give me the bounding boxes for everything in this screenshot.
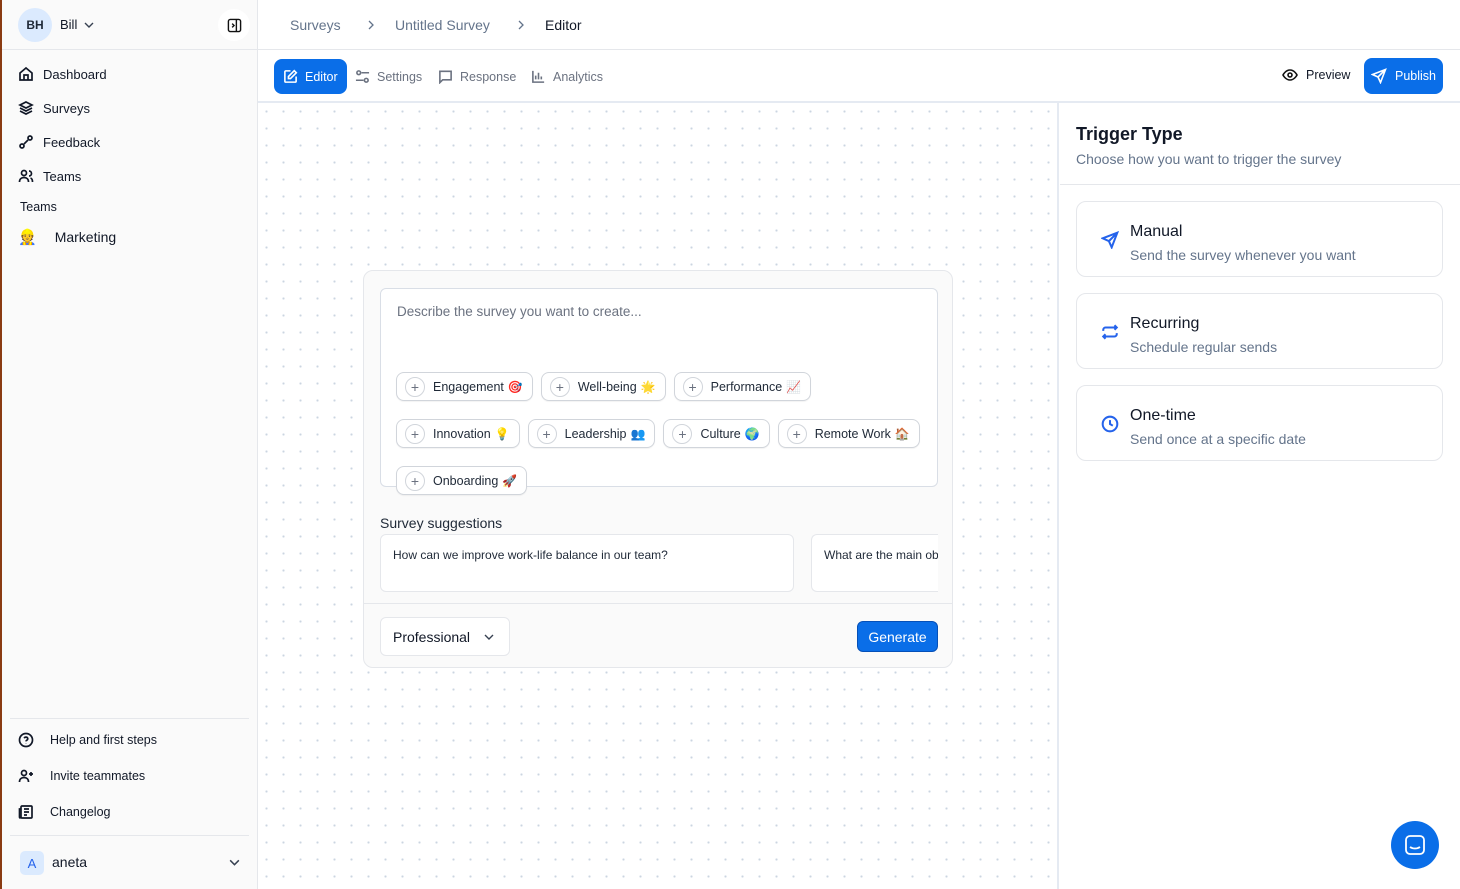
- home-icon: [19, 66, 33, 81]
- topic-chip[interactable]: + Well-being 🌟: [540, 372, 666, 401]
- help-circle-icon: [18, 732, 34, 748]
- eye-icon: [1282, 69, 1298, 81]
- tab-bar: Editor Settings Response Analytics Previ…: [258, 50, 1460, 103]
- chevron-right-icon: [368, 20, 374, 30]
- chip-emoji-icon: 🚀: [502, 473, 518, 488]
- chip-label: Well-being: [577, 379, 637, 394]
- breadcrumb-surveys[interactable]: Surveys: [290, 17, 341, 33]
- sliders-icon: [355, 70, 370, 83]
- chip-emoji-icon: 📈: [786, 379, 802, 394]
- chip-emoji-icon: 🌟: [640, 379, 656, 394]
- sidebar-item-dashboard[interactable]: Dashboard: [18, 66, 107, 82]
- suggestion-card[interactable]: What are the main ob: [811, 534, 938, 592]
- preview-button[interactable]: Preview: [1282, 67, 1350, 83]
- team-emoji-icon: 👷: [18, 229, 37, 246]
- topic-chip[interactable]: + Performance 📈: [673, 372, 812, 401]
- trigger-title: Trigger Type: [1076, 124, 1183, 144]
- topic-chip[interactable]: + Engagement 🎯: [396, 372, 533, 401]
- survey-description-input[interactable]: Describe the survey you want to create..…: [380, 288, 938, 495]
- trigger-option-manual[interactable]: Manual Send the survey whenever you want: [1076, 201, 1443, 277]
- changelog-link[interactable]: Changelog: [18, 804, 110, 820]
- breadcrumb: Surveys Untitled Survey Editor: [258, 0, 1460, 50]
- suggestions-heading: Survey suggestions: [380, 515, 503, 531]
- survey-generator-card: Describe the survey you want to create..…: [363, 270, 953, 668]
- tone-select[interactable]: Professional: [380, 617, 510, 656]
- user-name: Bill: [60, 17, 78, 32]
- chip-emoji-icon: 👥: [630, 426, 646, 441]
- chip-emoji-icon: 🎯: [507, 379, 523, 394]
- plus-icon: +: [405, 423, 425, 444]
- chevron-down-icon[interactable]: [228, 856, 241, 869]
- trigger-subtitle: Choose how you want to trigger the surve…: [1076, 151, 1342, 167]
- workspace-avatar: A: [20, 851, 44, 875]
- trigger-panel: Trigger Type Choose how you want to trig…: [1060, 103, 1460, 889]
- chip-label: Performance: [710, 379, 783, 394]
- plus-icon: +: [682, 376, 703, 397]
- chevron-down-icon: [484, 634, 494, 640]
- message-square-icon: [439, 70, 452, 84]
- layers-icon: [18, 101, 34, 115]
- repeat-icon: [1101, 324, 1119, 340]
- sidebar-item-feedback[interactable]: Feedback: [18, 134, 100, 150]
- chevron-down-icon: [84, 22, 94, 28]
- prompt-placeholder: Describe the survey you want to create..…: [397, 304, 642, 319]
- sidebar-item-teams[interactable]: Teams: [18, 168, 81, 184]
- sidebar-team-marketing[interactable]: 👷 Marketing: [18, 229, 117, 246]
- clock-icon: [1101, 415, 1119, 433]
- bar-chart-icon: [532, 70, 545, 83]
- generate-button[interactable]: Generate: [857, 621, 938, 652]
- topic-chip[interactable]: + Leadership 👥: [527, 419, 656, 448]
- plus-icon: +: [549, 376, 570, 397]
- chip-label: Culture: [700, 426, 741, 441]
- topic-chip[interactable]: + Onboarding 🚀: [396, 466, 528, 495]
- sidebar-item-surveys[interactable]: Surveys: [18, 100, 90, 116]
- workspace-name[interactable]: aneta: [52, 854, 88, 870]
- breadcrumb-editor: Editor: [545, 17, 582, 33]
- breadcrumb-untitled-survey[interactable]: Untitled Survey: [395, 17, 490, 33]
- feedback-icon: [19, 135, 33, 149]
- avatar[interactable]: BH: [18, 8, 52, 42]
- tab-response[interactable]: Response: [429, 59, 525, 94]
- plus-icon: +: [536, 423, 557, 444]
- tab-editor[interactable]: Editor: [274, 59, 347, 94]
- teams-heading: Teams: [20, 200, 57, 214]
- publish-button[interactable]: Publish: [1364, 58, 1443, 94]
- changelog-icon: [18, 805, 33, 819]
- collapse-sidebar-button[interactable]: [218, 9, 250, 41]
- topic-chips: + Engagement 🎯 + Well-being 🌟 + Performance 📈 + In…: [396, 372, 936, 495]
- tab-analytics[interactable]: Analytics: [522, 59, 612, 94]
- chip-label: Remote Work: [814, 426, 891, 441]
- invite-teammates-link[interactable]: Invite teammates: [18, 768, 145, 784]
- chip-label: Innovation: [433, 426, 491, 441]
- chip-label: Leadership: [564, 426, 627, 441]
- suggestion-card[interactable]: How can we improve work-life balance in …: [380, 534, 794, 592]
- send-icon: [1101, 231, 1119, 249]
- chip-label: Engagement: [433, 379, 504, 394]
- plus-icon: +: [672, 423, 693, 444]
- chip-emoji-icon: 🌍: [744, 426, 760, 441]
- sidebar-toggle-icon: [227, 18, 241, 32]
- trigger-option-recurring[interactable]: Recurring Schedule regular sends: [1076, 293, 1443, 369]
- topic-chip[interactable]: + Remote Work 🏠: [777, 419, 920, 448]
- tab-settings[interactable]: Settings: [346, 59, 431, 94]
- user-plus-icon: [18, 769, 33, 783]
- sidebar: BH Bill Dashboard Surveys Feedback Teams…: [0, 0, 258, 889]
- chat-support-button[interactable]: [1391, 821, 1439, 869]
- topic-chip[interactable]: + Culture 🌍: [663, 419, 770, 448]
- help-link[interactable]: Help and first steps: [18, 732, 157, 748]
- chip-label: Onboarding: [433, 473, 499, 488]
- edit-icon: [284, 69, 298, 83]
- send-icon: [1371, 68, 1387, 84]
- plus-icon: +: [405, 376, 425, 397]
- chip-emoji-icon: 🏠: [894, 426, 910, 441]
- users-icon: [18, 169, 34, 183]
- chip-emoji-icon: 💡: [494, 426, 510, 441]
- topic-chip[interactable]: + Innovation 💡: [396, 419, 520, 448]
- plus-icon: +: [405, 470, 425, 491]
- chevron-right-icon: [518, 20, 524, 30]
- chat-icon: [1405, 835, 1425, 855]
- user-menu[interactable]: Bill: [60, 17, 95, 32]
- trigger-option-one-time[interactable]: One-time Send once at a specific date: [1076, 385, 1443, 461]
- plus-icon: +: [786, 423, 807, 444]
